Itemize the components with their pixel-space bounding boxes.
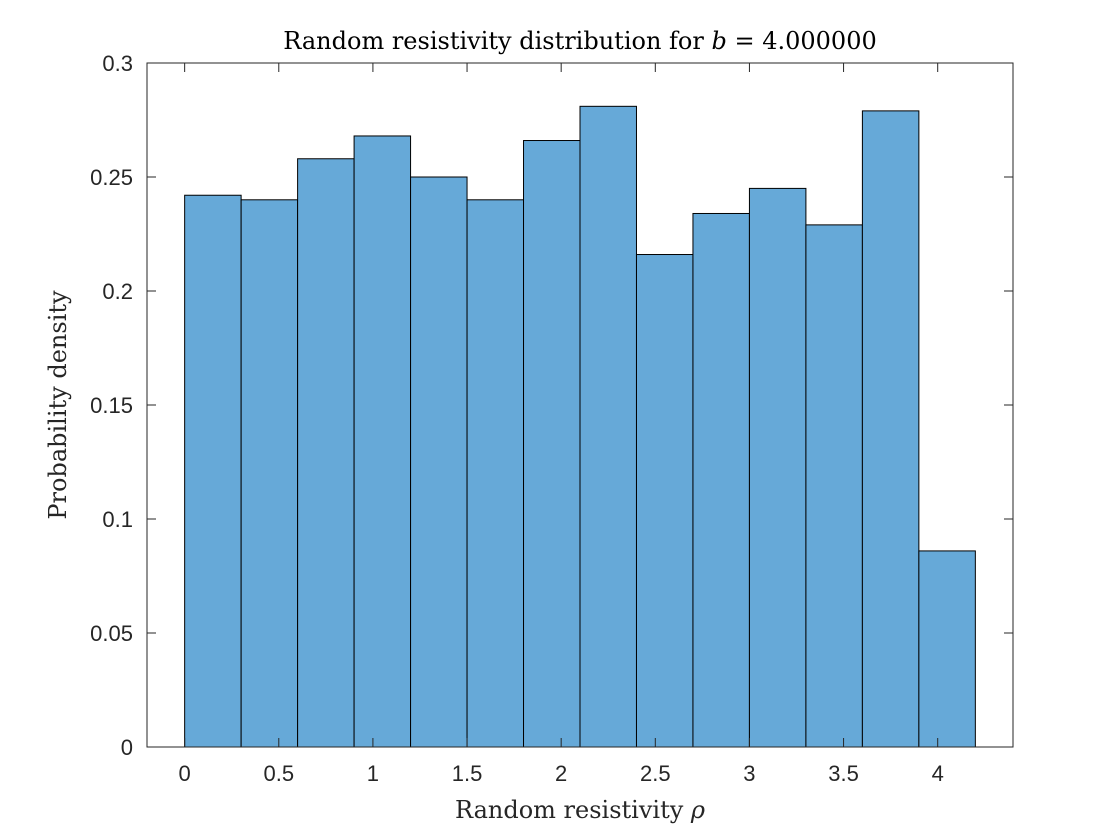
bars-group [184, 105, 976, 748]
histogram-bar [861, 110, 920, 748]
histogram-bar [523, 140, 581, 748]
y-axis-label: Probability density [44, 290, 72, 520]
x-tick-label: 1.5 [452, 761, 483, 786]
x-tick-label: 3 [743, 761, 755, 786]
xlabel-prefix: Random resistivity [455, 796, 691, 824]
histogram-bar [410, 176, 468, 748]
histogram-bar [184, 194, 242, 748]
histogram-bar [297, 158, 355, 748]
x-tick-label: 1 [367, 761, 379, 786]
y-tick-label: 0 [121, 735, 133, 760]
x-tick-label: 2.5 [640, 761, 671, 786]
histogram-bar [805, 224, 863, 748]
ticks-group: 0 0.5 1 1.5 2 2.5 3 3.5 4 0 0.05 0.1 0.15 0.2 0.25 0.3 [90, 51, 1013, 786]
x-tick-label: 2 [555, 761, 567, 786]
x-tick-label: 0.5 [263, 761, 294, 786]
histogram-bar [240, 199, 299, 748]
histogram-bar [579, 105, 637, 748]
title-suffix: = 4.000000 [727, 27, 877, 55]
x-tick-label: 0 [179, 761, 191, 786]
histogram-bar [918, 550, 976, 748]
histogram-bar [748, 187, 807, 748]
xlabel-symbol: ρ [690, 796, 705, 824]
histogram-bar [353, 135, 412, 748]
y-tick-label: 0.15 [90, 393, 133, 418]
x-tick-label: 3.5 [828, 761, 859, 786]
y-tick-label: 0.25 [90, 165, 133, 190]
histogram-bar [635, 254, 694, 748]
x-axis-label: Random resistivity ρ [455, 796, 705, 824]
y-tick-label: 0.2 [102, 279, 133, 304]
histogram-bar [692, 212, 750, 748]
y-tick-label: 0.05 [90, 621, 133, 646]
title-symbol: b [711, 27, 726, 55]
y-tick-label: 0.1 [102, 507, 133, 532]
title-prefix: Random resistivity distribution for [283, 27, 711, 55]
histogram-bar [466, 199, 525, 748]
x-tick-label: 4 [932, 761, 944, 786]
y-tick-label: 0.3 [102, 51, 133, 76]
chart-title: Random resistivity distribution for b = … [283, 27, 876, 55]
